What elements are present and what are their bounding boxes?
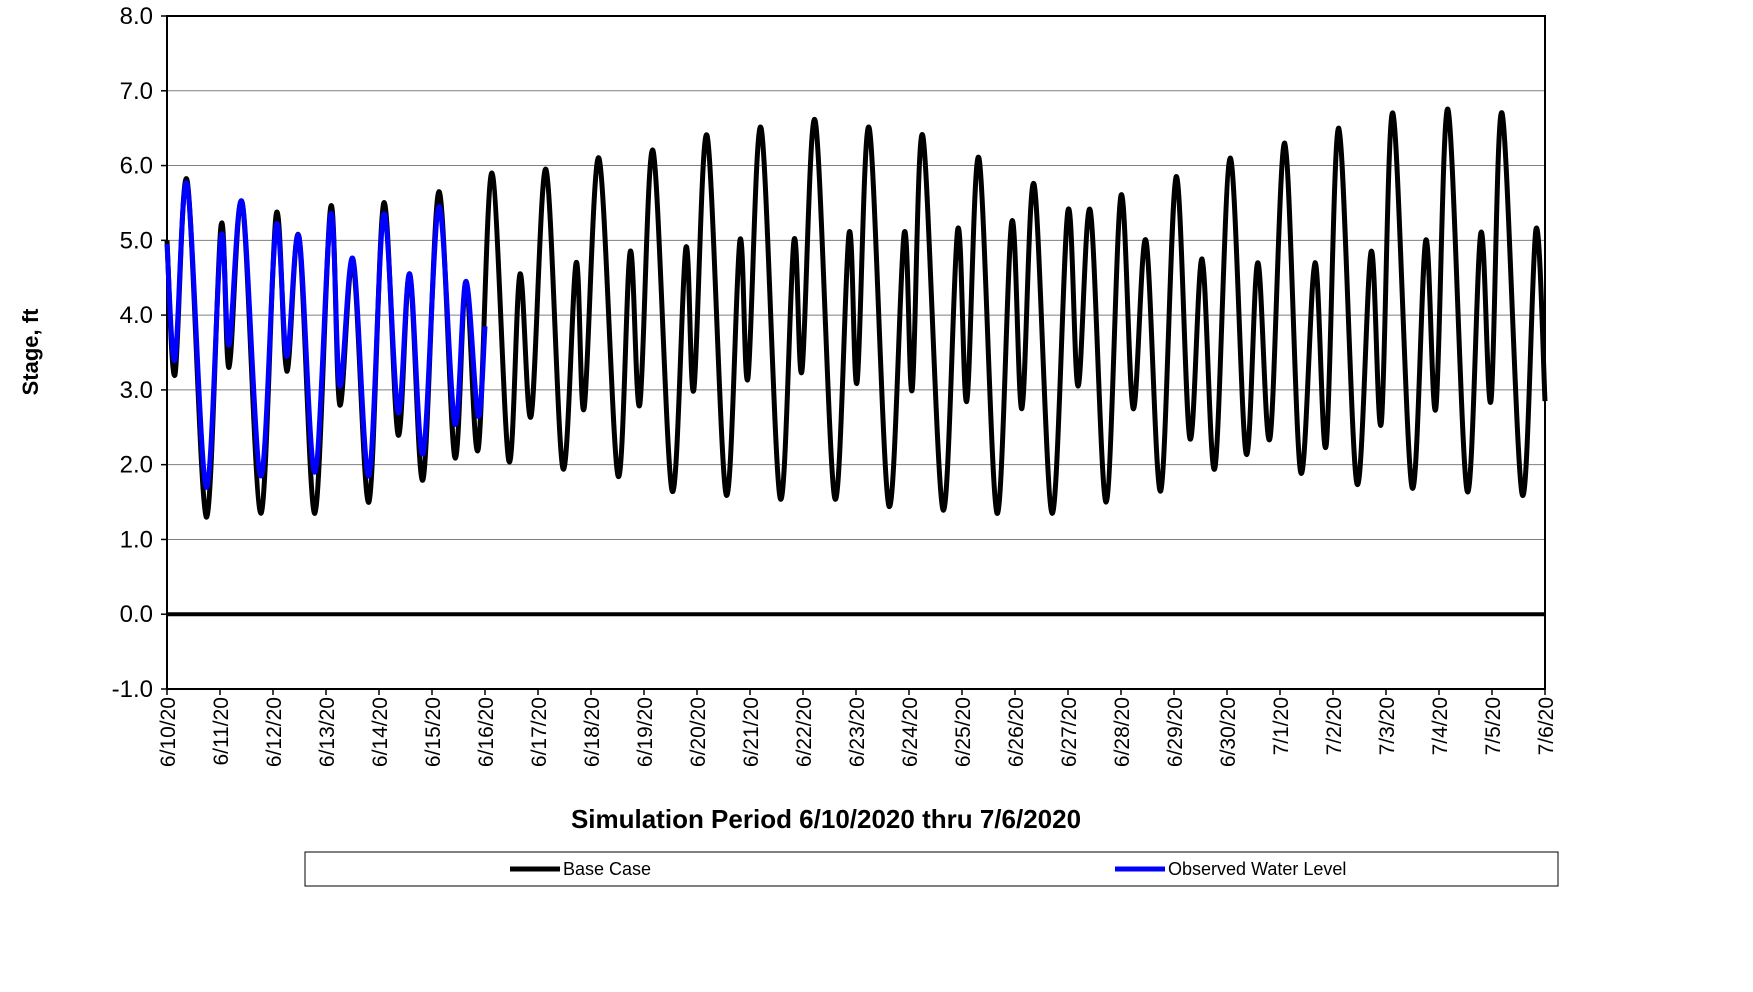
- x-axis-title: Simulation Period 6/10/2020 thru 7/6/202…: [571, 804, 1081, 834]
- x-tick-label: 7/2/20: [1323, 697, 1346, 755]
- y-tick-label: 0.0: [120, 601, 153, 628]
- x-tick-label: 6/20/20: [687, 697, 710, 767]
- x-tick-label: 6/11/20: [210, 697, 233, 766]
- x-tick-label: 6/21/20: [740, 697, 763, 767]
- legend-label: Observed Water Level: [1168, 859, 1346, 879]
- y-tick-label: -1.0: [112, 676, 153, 703]
- legend-box: [304, 851, 1559, 887]
- y-tick-label: 8.0: [120, 3, 153, 30]
- x-tick-label: 6/24/20: [899, 697, 922, 767]
- y-tick-label: 5.0: [120, 227, 153, 254]
- x-tick-label: 7/1/20: [1270, 697, 1293, 755]
- x-tick-label: 6/17/20: [528, 697, 551, 767]
- x-tick-label: 6/15/20: [422, 697, 445, 767]
- x-tick-label: 6/29/20: [1164, 697, 1187, 767]
- x-tick-label: 6/13/20: [316, 697, 339, 767]
- x-tick-label: 6/25/20: [952, 697, 975, 767]
- y-tick-label: 7.0: [120, 78, 153, 105]
- y-tick-label: 6.0: [120, 153, 153, 180]
- y-tick-label: 2.0: [120, 452, 153, 479]
- y-tick-label: 1.0: [120, 526, 153, 553]
- x-tick-label: 6/19/20: [634, 697, 657, 767]
- y-tick-label: 4.0: [120, 302, 153, 329]
- x-tick-label: 6/18/20: [581, 697, 604, 767]
- x-tick-label: 7/6/20: [1535, 697, 1558, 755]
- x-tick-label: 6/10/20: [157, 697, 180, 767]
- x-tick-label: 6/22/20: [793, 697, 816, 767]
- x-tick-label: 6/30/20: [1217, 697, 1240, 767]
- x-tick-label: 6/26/20: [1005, 697, 1028, 767]
- y-axis-title: Stage, ft: [18, 308, 43, 395]
- series-line: [164, 180, 488, 490]
- x-tick-label: 6/12/20: [263, 697, 286, 767]
- x-tick-label: 6/23/20: [846, 697, 869, 767]
- x-tick-label: 6/16/20: [475, 697, 498, 767]
- x-tick-label: 7/4/20: [1429, 697, 1452, 755]
- x-tick-label: 6/28/20: [1111, 697, 1134, 767]
- x-tick-label: 6/27/20: [1058, 697, 1081, 767]
- x-tick-label: 6/14/20: [369, 697, 392, 767]
- legend-label: Base Case: [563, 859, 651, 879]
- x-tick-label: 7/5/20: [1482, 697, 1505, 755]
- y-tick-label: 3.0: [120, 377, 153, 404]
- x-tick-label: 7/3/20: [1376, 697, 1399, 755]
